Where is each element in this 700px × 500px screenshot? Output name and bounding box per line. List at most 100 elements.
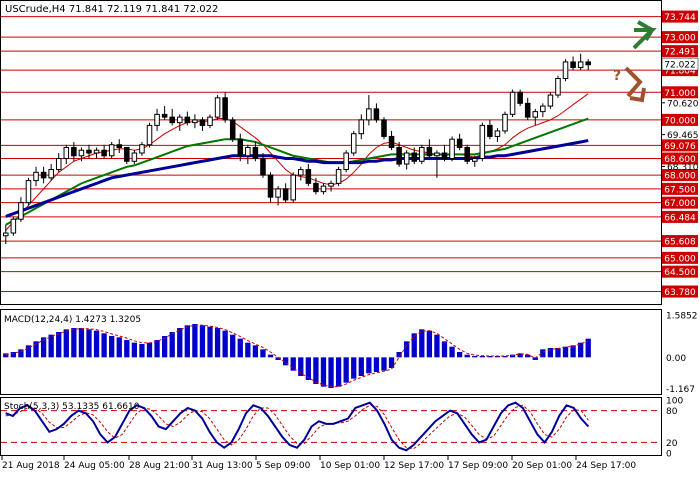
candle-body — [585, 61, 591, 66]
candle-body — [509, 91, 516, 115]
candle-body — [93, 149, 100, 154]
candle-6 — [48, 164, 54, 181]
candle-53 — [403, 150, 410, 170]
candle-body — [517, 91, 523, 104]
level-tag-6 — [662, 139, 698, 152]
candle-body — [388, 135, 395, 148]
macd-bar-47 — [358, 357, 364, 376]
candle-31 — [237, 133, 244, 162]
candle-body — [449, 138, 455, 160]
candle-40 — [305, 164, 312, 187]
macd-bar-34 — [260, 349, 266, 358]
macd-bar-2 — [18, 349, 24, 358]
candle-body — [464, 146, 470, 162]
candle-body — [426, 146, 433, 157]
ma-line-2 — [5, 139, 589, 218]
macd-bar-19 — [146, 342, 153, 358]
candle-2 — [18, 197, 24, 222]
candle-body — [3, 232, 9, 237]
macd-bar-43 — [328, 357, 334, 388]
candle-75 — [570, 56, 576, 71]
macd-bar-46 — [351, 357, 357, 379]
level-tag-13 — [662, 251, 698, 264]
candle-body — [40, 171, 47, 179]
macd-bar-11 — [86, 329, 92, 358]
candle-7 — [55, 153, 62, 173]
candle-55 — [419, 144, 425, 165]
macd-bar-23 — [177, 328, 183, 358]
level-tag-label-13: 65.000 — [664, 254, 696, 264]
candle-37 — [282, 183, 289, 203]
candle-4 — [33, 166, 39, 187]
macd-bar-66 — [502, 356, 508, 358]
level-tag-label-2: 72.491 — [664, 48, 696, 58]
candle-65 — [494, 128, 501, 142]
candle-16 — [124, 146, 130, 165]
candle-54 — [411, 147, 418, 165]
candle-body — [343, 152, 349, 171]
level-tag-0 — [662, 10, 698, 23]
candle-18 — [139, 141, 145, 156]
macd-bar-63 — [479, 356, 485, 358]
candle-39 — [298, 166, 304, 181]
candle-25 — [192, 114, 198, 129]
candle-41 — [313, 177, 319, 195]
macd-bar-67 — [509, 354, 516, 358]
level-tag-11 — [662, 210, 698, 223]
ma-line-0 — [5, 93, 589, 231]
stoch-readout: Stoch(5,3,3) 53.1335 61.6610 — [4, 402, 140, 412]
macd-bar-24 — [184, 325, 190, 358]
macd-bar-36 — [275, 357, 281, 360]
candle-29 — [222, 92, 228, 123]
macd-readout: MACD(12,24,4) 1.4273 1.3205 — [4, 315, 141, 325]
candle-69 — [524, 97, 531, 120]
level-tag-label-5: 70.000 — [664, 116, 696, 126]
candle-body — [350, 133, 357, 154]
level-tag-label-8: 68.000 — [664, 172, 696, 182]
candle-body — [245, 146, 251, 157]
candle-body — [366, 108, 372, 121]
level-tag-7 — [662, 152, 698, 165]
macd-bar-56 — [426, 330, 433, 358]
macd-bar-10 — [78, 328, 85, 358]
macd-bar-73 — [555, 348, 561, 358]
level-tag-14 — [662, 265, 698, 278]
macd-bar-59 — [449, 346, 455, 358]
candle-body — [108, 144, 115, 157]
candle-body — [169, 116, 175, 124]
candle-body — [267, 174, 274, 198]
candle-10 — [78, 147, 85, 162]
candle-body — [282, 188, 289, 201]
macd-bar-71 — [540, 349, 546, 358]
level-tag-label-3: 71.804 — [664, 67, 696, 77]
price-axis: 73.744 73.000 72.491 71.804 71.000 70.000 69.0… — [661, 10, 699, 298]
candle-32 — [245, 144, 251, 165]
candle-74 — [562, 59, 569, 82]
macd-bar-8 — [63, 329, 69, 358]
candle-body — [116, 144, 123, 148]
level-tag-12 — [662, 235, 698, 248]
candle-body — [524, 102, 531, 118]
macd-bar-0 — [3, 353, 9, 358]
stoch-tick-0: 100 — [666, 397, 683, 407]
macd-bar-52 — [396, 352, 402, 358]
candle-body — [570, 61, 576, 68]
candle-body — [373, 108, 380, 121]
level-tag-label-15: 63.780 — [664, 288, 696, 298]
candle-body — [18, 202, 24, 220]
candle-27 — [207, 114, 213, 129]
question-mark: ? — [613, 68, 621, 84]
candle-52 — [396, 141, 402, 167]
macd-bar-29 — [222, 330, 228, 358]
macd-bar-38 — [290, 357, 296, 371]
candle-49 — [373, 103, 380, 123]
macd-bar-53 — [404, 341, 410, 358]
candle-35 — [267, 172, 274, 203]
level-tag-15 — [662, 285, 698, 298]
candle-62 — [471, 155, 478, 167]
candle-30 — [229, 117, 236, 142]
macd-bar-4 — [33, 341, 39, 358]
macd-bar-7 — [56, 332, 62, 358]
candle-68 — [517, 89, 523, 107]
candle-body — [471, 158, 478, 162]
